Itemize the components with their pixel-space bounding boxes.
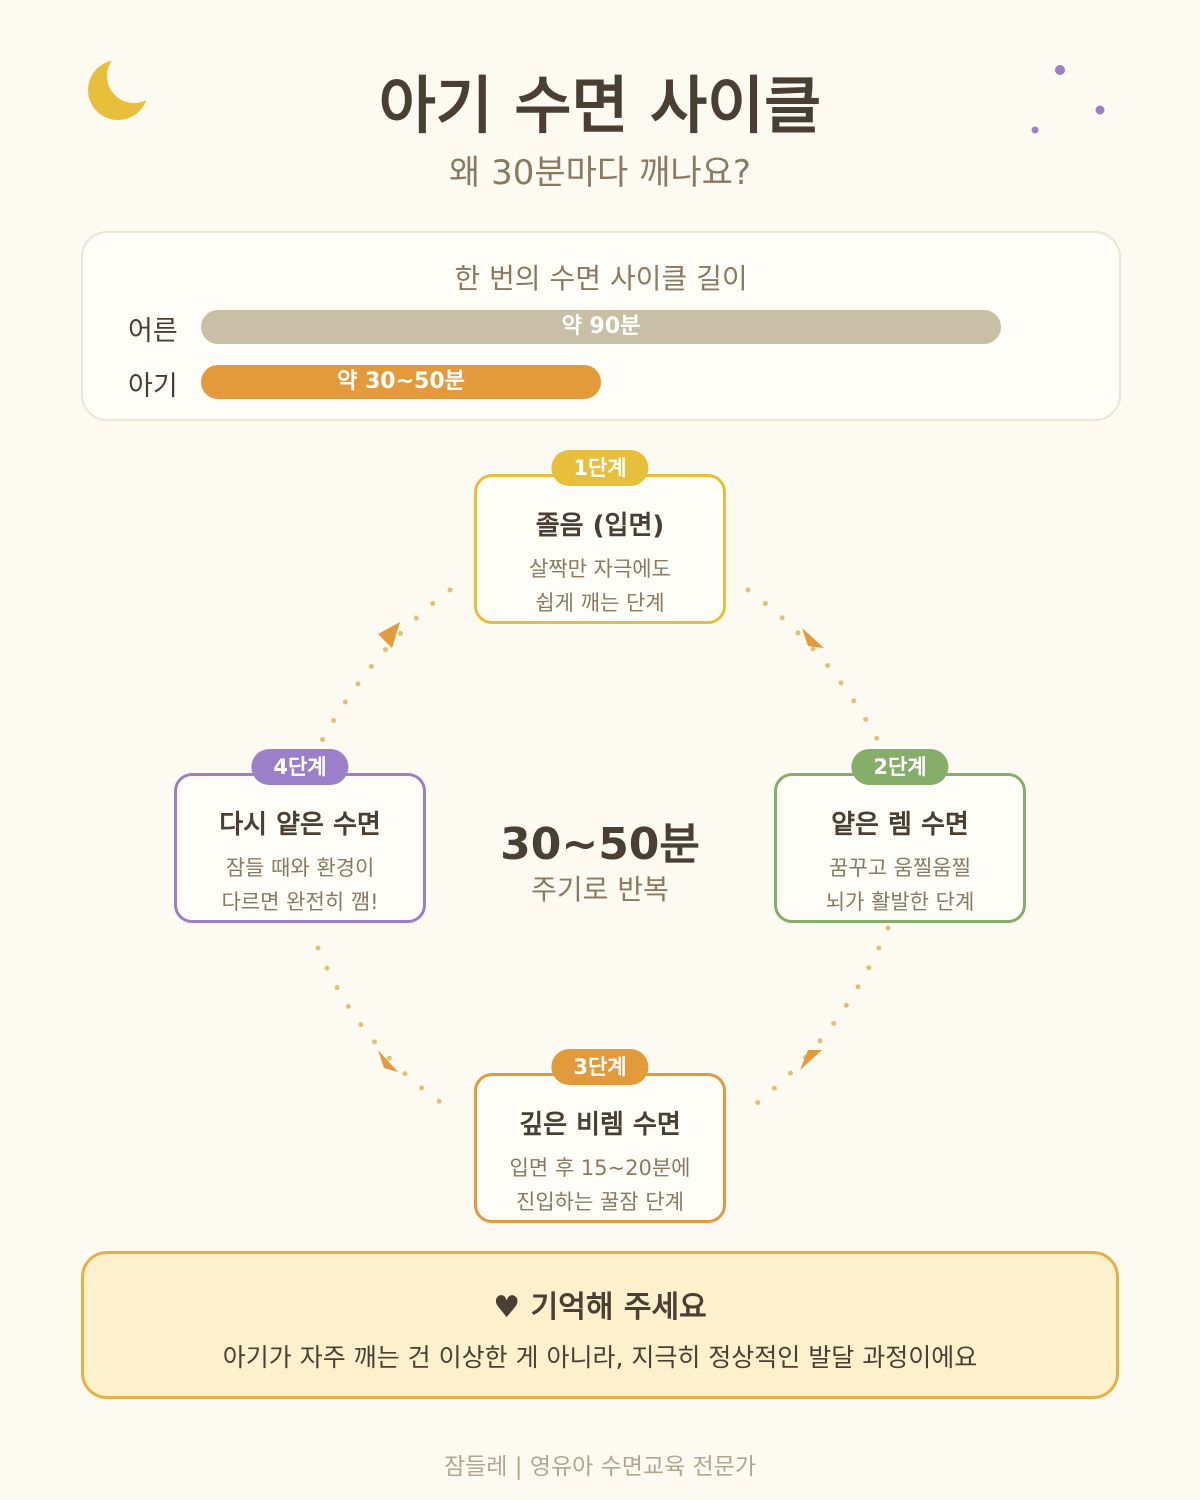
row-label: 아기 bbox=[128, 371, 178, 402]
center-sub: 주기로 반복 bbox=[531, 873, 669, 906]
stage-text: 꿈꾸고 움찔움찔 bbox=[829, 856, 971, 880]
stage-title: 다시 얕은 수면 bbox=[219, 810, 381, 840]
subtitle: 왜 30분마다 깨나요? bbox=[449, 153, 751, 193]
stage-text: 입면 후 15~20분에 bbox=[509, 1156, 691, 1180]
title: 아기 수면 사이클 bbox=[378, 69, 822, 142]
note-text: 아기가 자주 깨는 건 이상한 게 아니라, 지극히 정상적인 발달 과정이에요 bbox=[222, 1343, 978, 1372]
comparison-card: 한 번의 수면 사이클 길이 어른 약 90분 아기 약 30~50분 bbox=[81, 231, 1121, 421]
bar: 약 30~50분 bbox=[201, 365, 601, 399]
stage-title: 얕은 렘 수면 bbox=[831, 810, 969, 840]
note-card: ♥ 기억해 주세요 아기가 자주 깨는 건 이상한 게 아니라, 지극히 정상적… bbox=[81, 1251, 1119, 1399]
stage-text: 진입하는 꿀잠 단계 bbox=[516, 1190, 684, 1214]
stage-title: 졸음 (입면) bbox=[535, 511, 665, 541]
stage-text: 살짝만 자극에도 bbox=[529, 557, 671, 581]
footer: 잠들레 | 영유아 수면교육 전문가 bbox=[443, 1454, 757, 1480]
comparison-title: 한 번의 수면 사이클 길이 bbox=[454, 262, 748, 295]
stage-badge: 1단계 bbox=[551, 450, 649, 486]
stage-text: 쉽게 깨는 단계 bbox=[535, 591, 665, 615]
stage-badge: 2단계 bbox=[851, 749, 949, 785]
stage-text: 잠들 때와 환경이 bbox=[225, 856, 375, 880]
stage-title: 깊은 비렘 수면 bbox=[519, 1110, 681, 1140]
stage-text: 다르면 완전히 깸! bbox=[221, 890, 379, 914]
stage-badge: 3단계 bbox=[551, 1049, 649, 1085]
note-title: ♥ 기억해 주세요 bbox=[493, 1290, 707, 1325]
row-label: 어른 bbox=[128, 316, 178, 347]
stage-text: 뇌가 활발한 단계 bbox=[825, 890, 975, 914]
bar: 약 90분 bbox=[201, 310, 1001, 344]
center-main: 30~50분 bbox=[500, 819, 700, 870]
stage-badge: 4단계 bbox=[251, 749, 349, 785]
